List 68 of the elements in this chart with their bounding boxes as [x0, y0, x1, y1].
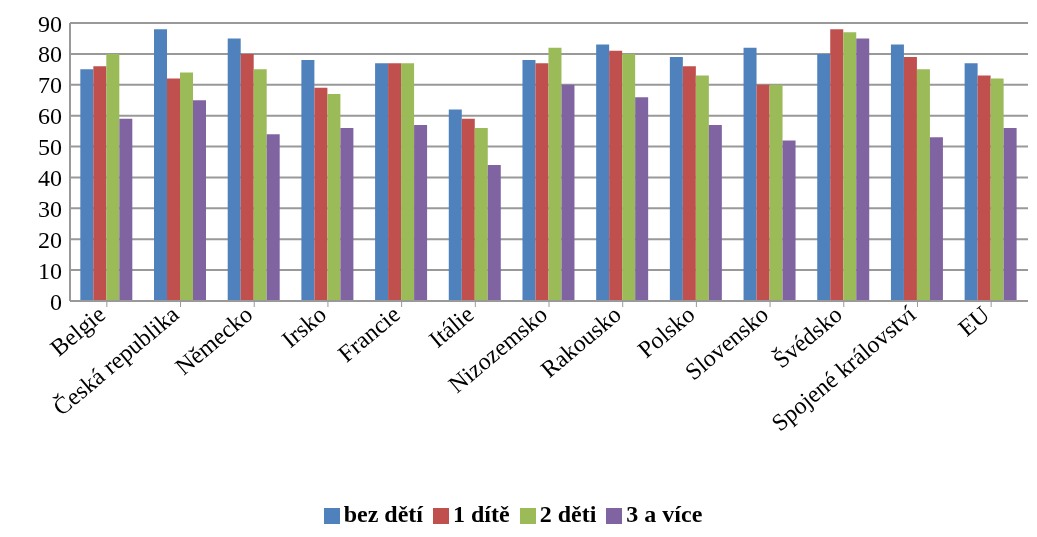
bar: [548, 47, 562, 301]
bar: [154, 29, 168, 301]
y-tick-label: 10: [38, 257, 62, 284]
bar: [817, 53, 831, 301]
x-tick-label: Irsko: [276, 300, 332, 353]
bar: [474, 128, 488, 301]
bar: [964, 63, 978, 301]
bar: [682, 66, 696, 301]
bar: [1003, 128, 1017, 301]
bar: [890, 44, 904, 301]
bar: [301, 60, 315, 301]
bar: [856, 38, 870, 301]
bar: [106, 53, 120, 301]
bar: [695, 75, 709, 301]
bar: [80, 69, 94, 301]
bar: [487, 165, 501, 301]
bar: [916, 69, 930, 301]
bar: [903, 56, 917, 301]
bar: [977, 75, 991, 301]
y-tick-label: 70: [38, 72, 62, 99]
bar: [340, 128, 354, 301]
bar: [327, 94, 341, 301]
bar: [375, 63, 389, 301]
bar: [782, 140, 796, 301]
bar: [830, 29, 844, 301]
bar: [843, 32, 857, 301]
bar: [401, 63, 415, 301]
bar: [622, 53, 636, 301]
bar: [708, 124, 722, 301]
bar: [93, 66, 107, 301]
bar: [388, 63, 402, 301]
legend-label: 1 dítě: [452, 501, 510, 527]
bar: [314, 87, 328, 301]
legend-label: 2 děti: [539, 501, 597, 527]
y-tick-label: 40: [38, 164, 62, 191]
legend-label: bez dětí: [343, 501, 423, 527]
bar: [461, 118, 475, 301]
bar: [414, 124, 428, 301]
y-tick-label: 90: [38, 10, 62, 37]
bar: [522, 60, 536, 301]
bar: [253, 69, 267, 301]
bar: [180, 72, 194, 301]
bar: [561, 84, 575, 301]
bar: [535, 63, 549, 301]
y-tick-label: 0: [50, 288, 62, 315]
y-tick-label: 50: [38, 134, 62, 161]
bar: [448, 109, 462, 301]
bar: [669, 56, 683, 301]
bar: [193, 100, 207, 301]
legend-label: 3 a více: [626, 501, 703, 527]
bar: [929, 137, 943, 301]
y-tick-label: 60: [38, 103, 62, 130]
bar: [266, 134, 280, 301]
bar: [167, 78, 181, 301]
bar: [756, 84, 770, 301]
bar: [990, 78, 1004, 301]
bar: [769, 84, 783, 301]
y-tick-label: 20: [38, 226, 62, 253]
bar: [635, 97, 649, 301]
y-tick-label: 80: [38, 41, 62, 68]
bar: [119, 118, 133, 301]
bar: [240, 53, 254, 301]
bar: [596, 44, 610, 301]
y-tick-label: 30: [38, 195, 62, 222]
x-tick-label: EU: [953, 300, 995, 342]
bar: [743, 47, 757, 301]
bar: [609, 50, 623, 301]
bar: [227, 38, 241, 301]
